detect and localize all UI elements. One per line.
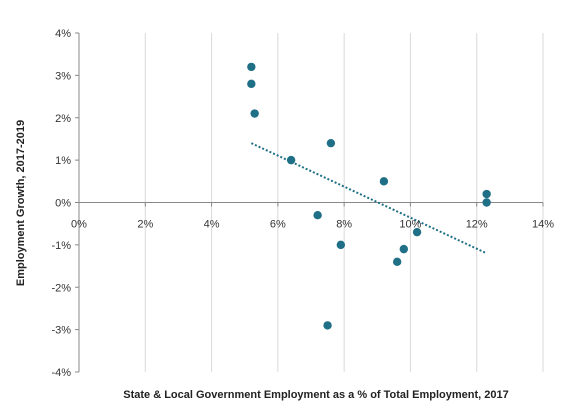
trendline xyxy=(250,142,488,255)
tick-labels-layer: -4%-3%-2%-1%0%1%2%3%4%0% 2% 4% 6% 8% 10% 12% 14… xyxy=(51,28,554,379)
axis-layer xyxy=(75,32,544,373)
x-tick-label: 4% xyxy=(204,219,220,231)
x-axis-title: State & Local Government Employment as a… xyxy=(123,389,509,401)
y-tick-label: -4% xyxy=(51,367,71,379)
y-axis-title: Employment Growth, 2017-2019 xyxy=(15,120,27,286)
data-point xyxy=(482,189,491,199)
points-layer xyxy=(247,62,491,330)
x-tick-label: 14% xyxy=(532,219,554,231)
data-point xyxy=(323,321,332,330)
y-tick-label: 2% xyxy=(55,113,71,125)
data-point xyxy=(336,240,346,250)
data-point xyxy=(412,227,422,237)
y-tick-label: -1% xyxy=(51,240,71,252)
y-tick-label: -3% xyxy=(51,325,71,337)
trendline-layer xyxy=(250,142,488,255)
x-tick-label: 10% xyxy=(399,219,421,231)
data-point xyxy=(379,177,389,186)
y-tick-label: 3% xyxy=(55,70,71,82)
data-point xyxy=(313,211,322,220)
y-tick-label: 4% xyxy=(55,28,71,40)
data-point xyxy=(247,62,256,72)
data-point xyxy=(399,244,408,254)
y-tick-label: -2% xyxy=(51,282,71,294)
x-tick-label: 12% xyxy=(466,219,488,231)
data-point xyxy=(482,198,491,207)
x-tick-label: 6% xyxy=(270,219,286,231)
data-point xyxy=(326,138,336,148)
data-point xyxy=(286,155,296,165)
data-point xyxy=(250,109,259,118)
x-tick-label: 0% xyxy=(71,219,87,231)
x-tick-label: 2% xyxy=(137,219,153,231)
data-point xyxy=(392,257,402,267)
y-tick-label: 0% xyxy=(55,198,71,210)
x-tick-label: 8% xyxy=(336,219,352,231)
y-tick-label: 1% xyxy=(55,155,71,167)
data-point xyxy=(247,79,256,89)
